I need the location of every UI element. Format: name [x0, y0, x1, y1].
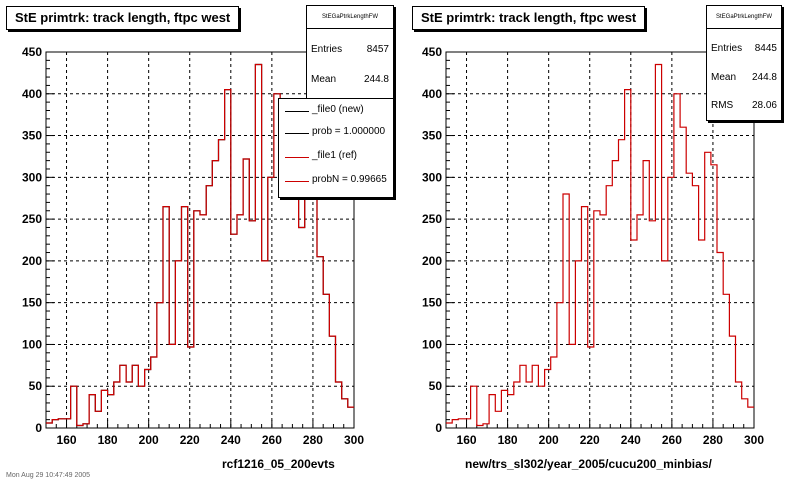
legend-entry-new: _file0 (new)	[279, 101, 393, 121]
right-y-tick-label: 0	[435, 421, 442, 435]
left-x-tick-label: 280	[303, 433, 323, 447]
legend-label-prob: prob = 1.000000	[312, 126, 386, 137]
left-y-tick-label: 100	[22, 337, 42, 351]
left-y-tick-label: 0	[35, 421, 42, 435]
right-stats-header: StEGaPtrkLengthFW	[707, 6, 781, 29]
right-stats-entries-row: Entries 8445	[711, 43, 777, 54]
left-x-tick-label: 180	[98, 433, 118, 447]
legend-label-new: _file0 (new)	[312, 104, 364, 115]
left-stats-entries-row: Entries 8457	[311, 44, 389, 55]
left-stats-mean-label: Mean	[311, 74, 337, 85]
legend-line-new	[285, 111, 309, 112]
left-series--file1-ref-	[46, 63, 354, 427]
left-y-tick-label: 50	[29, 379, 43, 393]
left-x-tick-label: 200	[139, 433, 159, 447]
right-x-tick-label: 300	[744, 433, 764, 447]
right-stats-rms-value: 28.06	[751, 100, 777, 111]
right-y-tick-label: 450	[422, 45, 442, 59]
left-y-tick-label: 200	[22, 254, 42, 268]
right-x-tick-label: 260	[662, 433, 682, 447]
legend-entry-prob: prob = 1.000000	[279, 123, 393, 143]
left-y-tick-label: 250	[22, 212, 42, 226]
right-x-tick-label: 160	[457, 433, 477, 447]
left-y-tick-label: 300	[22, 170, 42, 184]
legend-label-ref: _file1 (ref)	[312, 150, 358, 161]
legend-label-probn: probN = 0.99665	[312, 174, 387, 185]
left-stats-entries-label: Entries	[311, 44, 343, 55]
left-stats-header: StEGaPtrkLengthFW	[307, 6, 393, 29]
right-stats-entries-label: Entries	[711, 43, 743, 54]
left-x-tick-label: 300	[344, 433, 364, 447]
right-y-tick-label: 50	[429, 379, 443, 393]
left-y-tick-label: 150	[22, 296, 42, 310]
left-stats-mean-value: 244.8	[363, 74, 389, 85]
left-legend: _file0 (new) prob = 1.000000 _file1 (ref…	[278, 98, 394, 198]
right-chart-title: StE primtrk: track length, ftpc west	[412, 6, 646, 30]
left-x-axis-title: rcf1216_05_200evts	[222, 457, 335, 471]
right-y-tick-label: 300	[422, 170, 442, 184]
right-stats-rms-label: RMS	[711, 100, 734, 111]
right-stats-entries-value: 8445	[754, 43, 777, 54]
legend-entry-probn: probN = 0.99665	[279, 171, 393, 191]
right-y-tick-label: 100	[422, 337, 442, 351]
left-x-tick-label: 240	[221, 433, 241, 447]
right-stats-mean-value: 244.8	[751, 72, 777, 83]
left-x-tick-label: 260	[262, 433, 282, 447]
right-y-tick-label: 150	[422, 296, 442, 310]
legend-line-ref	[285, 157, 309, 158]
right-stats-box: StEGaPtrkLengthFW Entries 8445 Mean 244.…	[706, 5, 782, 121]
left-chart-title-text: StE primtrk: track length, ftpc west	[15, 10, 231, 25]
right-series-histogram	[446, 63, 754, 427]
right-x-tick-label: 220	[580, 433, 600, 447]
right-stats-mean-row: Mean 244.8	[711, 72, 777, 83]
left-y-tick-label: 400	[22, 87, 42, 101]
right-x-tick-label: 280	[703, 433, 723, 447]
right-y-tick-label: 200	[422, 254, 442, 268]
left-x-tick-label: 220	[180, 433, 200, 447]
right-y-tick-label: 400	[422, 87, 442, 101]
legend-line-prob	[285, 133, 309, 134]
left-stats-entries-value: 8457	[366, 44, 389, 55]
left-stats-mean-row: Mean 244.8	[311, 74, 389, 85]
left-chart-title: StE primtrk: track length, ftpc west	[6, 6, 240, 30]
right-x-tick-label: 200	[539, 433, 559, 447]
footer-timestamp: Mon Aug 29 10:47:49 2005	[6, 472, 91, 479]
right-x-axis-title: new/trs_sl302/year_2005/cucu200_minbias/	[465, 457, 712, 471]
legend-line-probn	[285, 181, 309, 182]
right-x-tick-label: 180	[498, 433, 518, 447]
right-y-tick-label: 350	[422, 129, 442, 143]
left-y-tick-label: 450	[22, 45, 42, 59]
left-x-tick-label: 160	[57, 433, 77, 447]
right-x-tick-label: 240	[621, 433, 641, 447]
legend-entry-ref: _file1 (ref)	[279, 147, 393, 167]
right-chart-title-text: StE primtrk: track length, ftpc west	[421, 10, 637, 25]
right-stats-rms-row: RMS 28.06	[711, 100, 777, 111]
left-y-tick-label: 350	[22, 129, 42, 143]
right-y-tick-label: 250	[422, 212, 442, 226]
right-stats-mean-label: Mean	[711, 72, 737, 83]
